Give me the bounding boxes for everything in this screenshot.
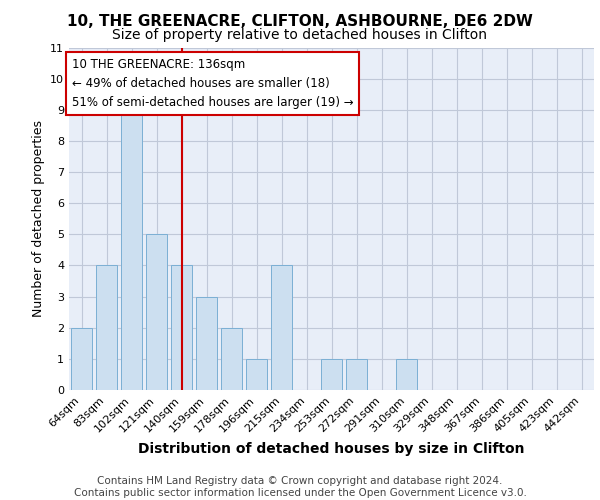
Bar	[196, 296, 217, 390]
Text: Size of property relative to detached houses in Clifton: Size of property relative to detached ho…	[113, 28, 487, 42]
Bar	[396, 359, 417, 390]
Bar	[121, 110, 142, 390]
X-axis label: Distribution of detached houses by size in Clifton: Distribution of detached houses by size …	[138, 442, 525, 456]
Y-axis label: Number of detached properties: Number of detached properties	[32, 120, 44, 318]
Bar	[221, 328, 242, 390]
Text: 10 THE GREENACRE: 136sqm
← 49% of detached houses are smaller (18)
51% of semi-d: 10 THE GREENACRE: 136sqm ← 49% of detach…	[71, 58, 353, 109]
Text: 10, THE GREENACRE, CLIFTON, ASHBOURNE, DE6 2DW: 10, THE GREENACRE, CLIFTON, ASHBOURNE, D…	[67, 14, 533, 29]
Bar	[246, 359, 267, 390]
Bar	[96, 266, 117, 390]
Bar	[171, 266, 192, 390]
Bar	[321, 359, 342, 390]
Bar	[346, 359, 367, 390]
Bar	[146, 234, 167, 390]
Bar	[271, 266, 292, 390]
Text: Contains HM Land Registry data © Crown copyright and database right 2024.
Contai: Contains HM Land Registry data © Crown c…	[74, 476, 526, 498]
Bar	[71, 328, 92, 390]
